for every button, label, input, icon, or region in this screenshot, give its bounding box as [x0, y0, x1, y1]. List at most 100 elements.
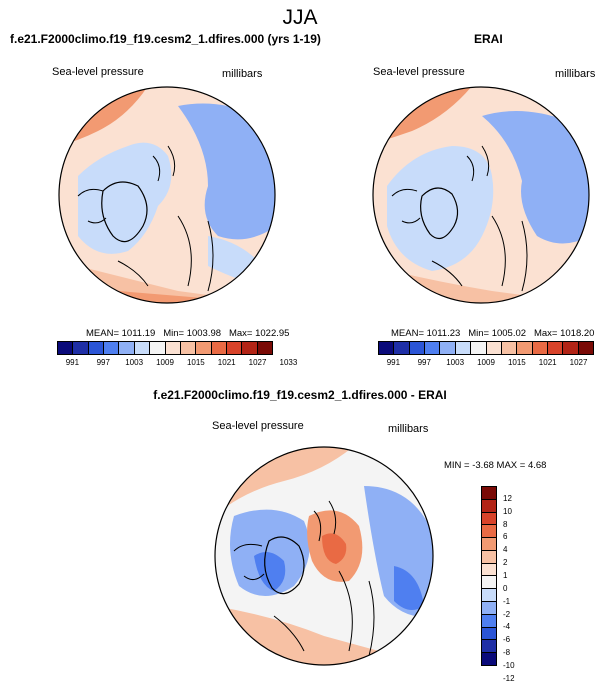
diff-colorbar-tick-label: -10	[503, 661, 515, 670]
model-colorbar-swatch	[150, 342, 166, 354]
diff-colorbar-swatch	[482, 538, 496, 551]
diff-colorbar-tick-label: 4	[503, 545, 508, 555]
model-colorbar-swatch	[73, 342, 89, 354]
diff-polar-map	[214, 446, 434, 666]
diff-coastlines	[273, 500, 375, 657]
diff-colorbar-tick-label: 8	[503, 519, 508, 529]
diff-colorbar-tick-label: -12	[503, 673, 515, 683]
diff-colorbar-tick-label: 1	[503, 571, 508, 580]
diff-minmax: MIN = -3.68 MAX = 4.68	[444, 460, 547, 471]
model-colorbar-tick-label: 1027	[248, 358, 267, 367]
obs-coastlines	[431, 145, 528, 292]
model-map-border	[58, 86, 276, 304]
model-colorbar	[57, 341, 273, 355]
obs-polar-map	[372, 86, 590, 304]
diff-colorbar-swatch	[482, 614, 496, 628]
obs-min: Min= 1005.02	[468, 328, 527, 339]
diff-colorbar-tick-label: -2	[503, 609, 511, 619]
model-colorbar-swatch	[104, 342, 120, 354]
obs-colorbar-swatch	[501, 342, 518, 354]
obs-stats: MEAN= 1011.23 Min= 1005.02 Max= 1018.20	[391, 328, 594, 339]
model-colorbar-swatch	[180, 342, 197, 354]
obs-colorbar-swatch	[486, 342, 502, 354]
model-colorbar-tick-label: 1003	[125, 358, 144, 367]
diff-colorbar-swatch	[482, 627, 496, 641]
obs-colorbar-tick-label: 1003	[446, 358, 465, 367]
obs-colorbar-swatch	[578, 342, 594, 354]
obs-colorbar-swatch	[532, 342, 548, 354]
diff-colorbar-swatch	[482, 589, 496, 603]
model-mean: MEAN= 1011.19	[86, 328, 156, 339]
model-colorbar-swatch	[88, 342, 105, 354]
diff-colorbar-swatch	[482, 576, 496, 590]
figure-title: JJA	[282, 6, 318, 29]
model-colorbar-swatch	[242, 342, 258, 354]
diff-colorbar-swatch	[482, 512, 496, 526]
model-colorbar-swatch	[196, 342, 212, 354]
diff-colorbar-tick-label: 2	[503, 558, 508, 568]
diff-negative-east-core	[394, 566, 424, 610]
obs-colorbar-swatch	[517, 342, 533, 354]
obs-colorbar-tick-label: 1021	[538, 358, 557, 367]
model-colorbar-swatch	[58, 342, 74, 354]
obs-colorbar-swatch	[425, 342, 441, 354]
diff-colorbar-swatch	[482, 653, 496, 665]
diff-colorbar	[481, 486, 497, 666]
diff-map-border	[214, 446, 434, 666]
obs-low-region-east	[482, 111, 589, 244]
diff-colorbar-swatch	[482, 499, 496, 513]
model-coastlines	[117, 145, 214, 292]
model-low-region-east	[178, 103, 275, 240]
model-polar-map	[58, 86, 276, 304]
diff-coastline-greenland	[264, 536, 305, 595]
obs-max: Max= 1018.20	[533, 328, 595, 339]
diff-negative-west-core	[254, 552, 286, 591]
obs-colorbar-tick-label: 1009	[477, 358, 495, 367]
model-coastlines-2	[77, 188, 107, 224]
diff-colorbar-tick-label: -6	[503, 635, 511, 645]
obs-units-label: millibars	[555, 68, 596, 80]
obs-panel-title: ERAI	[474, 32, 503, 46]
model-stats: MEAN= 1011.19 Min= 1003.98 Max= 1022.95	[86, 328, 289, 339]
model-low-region-center	[78, 142, 172, 254]
model-coastline-greenland	[101, 181, 148, 243]
model-units-label: millibars	[222, 68, 263, 80]
diff-units-label: millibars	[388, 423, 429, 435]
model-colorbar-tick-label: 997	[96, 358, 110, 367]
obs-map-border	[372, 86, 590, 304]
diff-variable-label: Sea-level pressure	[212, 420, 304, 432]
obs-colorbar-swatch	[455, 342, 472, 354]
diff-colorbar-tick-label: -1	[503, 596, 511, 606]
obs-colorbar-tick-label: 991	[386, 358, 401, 367]
obs-colorbar-swatch	[440, 342, 456, 354]
obs-colorbar	[378, 341, 594, 355]
diff-colorbar-swatch	[482, 525, 496, 539]
obs-colorbar-tick-label: 1027	[569, 358, 588, 367]
model-colorbar-swatch	[257, 342, 273, 354]
diff-colorbar-ticks: 12 10 8 6 4 2 1 0 -1 -2 -4 -6 -8 -10 -12	[503, 486, 533, 683]
diff-coastlines-2	[233, 543, 265, 580]
diff-colorbar-tick-label: 10	[503, 506, 512, 516]
diff-colorbar-tick-label: -4	[503, 622, 511, 632]
obs-colorbar-swatch	[471, 342, 487, 354]
model-colorbar-swatch	[165, 342, 181, 354]
diff-panel-title: f.e21.F2000climo.f19_f19.cesm2_1.dfires.…	[153, 388, 447, 402]
diff-colorbar-swatch	[482, 563, 496, 577]
obs-colorbar-tick-label: 997	[417, 358, 431, 367]
model-colorbar-swatch	[226, 342, 243, 354]
diff-colorbar-tick-label: 6	[503, 532, 508, 542]
diff-colorbar-tick-label: 0	[503, 583, 508, 593]
obs-low-region-center	[387, 146, 494, 271]
model-colorbar-swatch	[134, 342, 151, 354]
model-colorbar-tick-label: 1033	[279, 358, 298, 367]
diff-colorbar-tick-label: -8	[503, 648, 511, 658]
model-colorbar-tick-label: 1015	[186, 358, 205, 367]
obs-colorbar-swatch	[563, 342, 579, 354]
model-colorbar-swatch	[119, 342, 135, 354]
model-variable-label: Sea-level pressure	[52, 66, 144, 78]
obs-colorbar-swatch	[394, 342, 410, 354]
obs-mean: MEAN= 1011.23	[391, 328, 461, 339]
obs-coastlines-2	[391, 188, 421, 224]
diff-positive-center-core	[322, 533, 347, 564]
model-panel-title: f.e21.F2000climo.f19_f19.cesm2_1.dfires.…	[10, 32, 321, 46]
